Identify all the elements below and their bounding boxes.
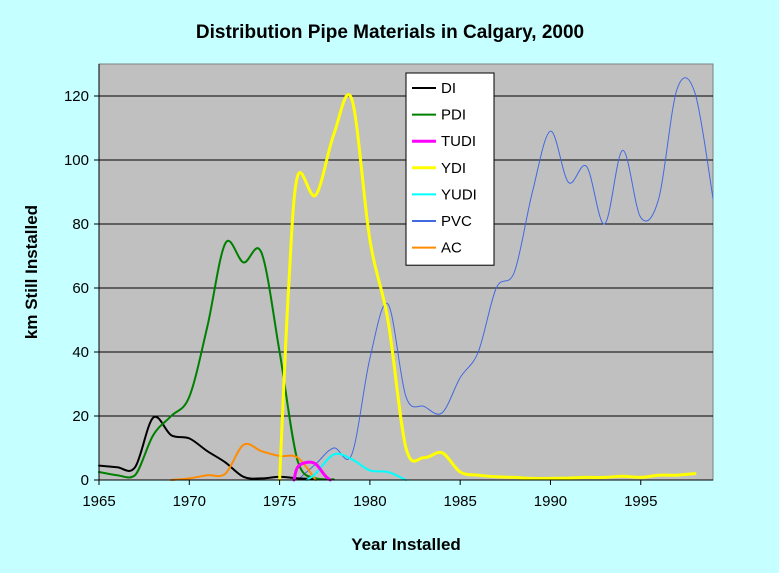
series-line-pvc bbox=[297, 77, 714, 481]
series-line-ydi bbox=[278, 93, 697, 482]
series-line-pdi bbox=[98, 239, 335, 481]
legend-label-pvc: PVC bbox=[441, 213, 472, 230]
x-tick-label: 1995 bbox=[624, 493, 657, 510]
legend-label-tudi: TUDI bbox=[441, 133, 476, 150]
x-tick-label: 1965 bbox=[82, 493, 115, 510]
legend-label-pdi: PDI bbox=[441, 107, 466, 124]
data-series bbox=[98, 77, 714, 482]
y-tick-label: 20 bbox=[72, 408, 89, 425]
legend-label-di: DI bbox=[441, 80, 456, 97]
series-line-ac bbox=[170, 442, 317, 481]
legend-label-yudi: YUDI bbox=[441, 186, 477, 203]
y-tick-label: 40 bbox=[72, 344, 89, 361]
x-tick-label: 1985 bbox=[443, 493, 476, 510]
axes bbox=[98, 64, 713, 481]
legend-label-ydi: YDI bbox=[441, 160, 466, 177]
y-tick-label: 120 bbox=[64, 88, 89, 105]
legend-label-ac: AC bbox=[441, 240, 462, 257]
x-tick-label: 1975 bbox=[263, 493, 296, 510]
x-axis-ticks: 1965 1970 1975 1980 1985 1990 1995 bbox=[82, 480, 657, 510]
y-axis-ticks: 0 20 40 60 80 100 120 bbox=[64, 88, 99, 489]
chart-title: Distribution Pipe Materials in Calgary, … bbox=[196, 22, 584, 43]
series-line-yudi bbox=[305, 452, 407, 481]
y-axis-label: km Still Installed bbox=[22, 205, 41, 339]
legend: DI PDI TUDI YDI YUDI PVC AC bbox=[405, 72, 495, 266]
y-tick-label: 0 bbox=[81, 472, 89, 489]
x-tick-label: 1990 bbox=[534, 493, 567, 510]
x-axis-label: Year Installed bbox=[351, 535, 461, 554]
x-tick-label: 1970 bbox=[173, 493, 206, 510]
y-tick-label: 100 bbox=[64, 152, 89, 169]
y-tick-label: 80 bbox=[72, 216, 89, 233]
y-tick-label: 60 bbox=[72, 280, 89, 297]
x-tick-label: 1980 bbox=[353, 493, 386, 510]
series-line-tudi bbox=[292, 460, 332, 482]
